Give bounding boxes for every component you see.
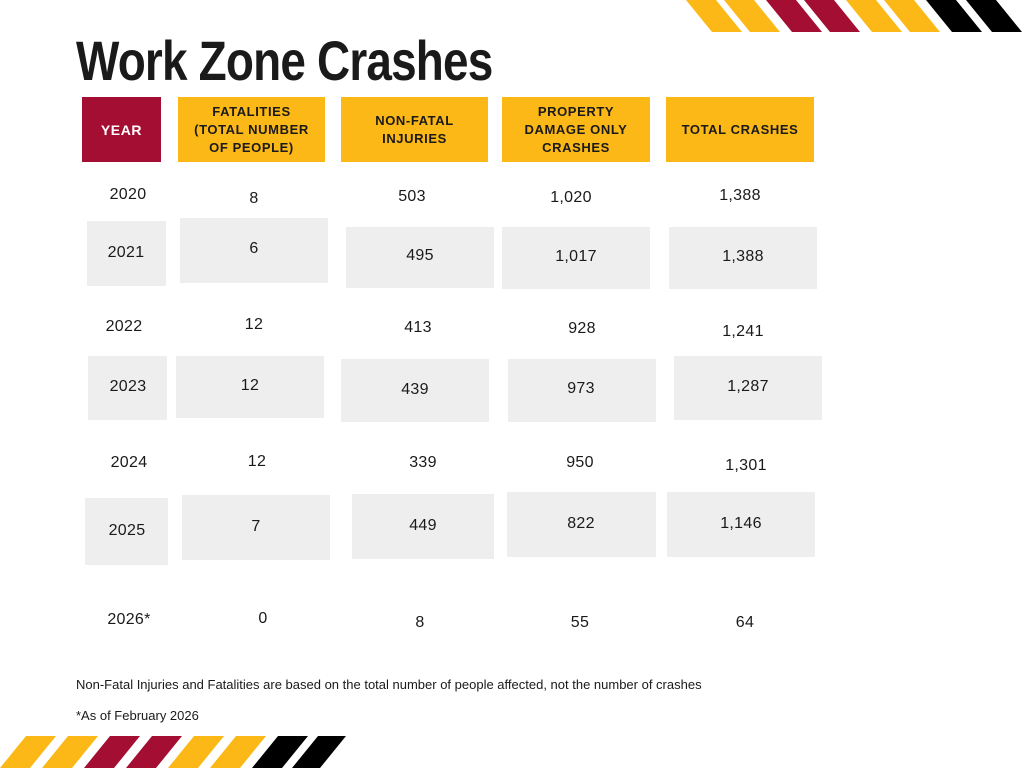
cell-bg	[507, 492, 656, 557]
cell-year: 2026*	[107, 611, 151, 628]
cell-bg	[346, 227, 494, 288]
cell-property: 55	[570, 614, 590, 631]
cell-bg	[85, 498, 168, 565]
cell-fatalities: 0	[258, 610, 268, 627]
cell-year: 2024	[110, 454, 148, 471]
cell-year: 2022	[105, 318, 143, 335]
cell-total: 1,241	[722, 323, 764, 340]
bottom-hazard-stripes	[0, 736, 360, 768]
cell-fatalities: 12	[244, 316, 264, 333]
cell-total: 1,146	[720, 515, 762, 532]
cell-year: 2020	[109, 186, 147, 203]
cell-year: 2023	[109, 378, 147, 395]
cell-property: 928	[568, 320, 596, 337]
header-fatalities-line: (TOTAL NUMBER	[194, 121, 309, 137]
header-year: YEAR	[82, 97, 161, 162]
footnote-as-of-date: *As of February 2026	[76, 708, 199, 723]
header-fatalities-line: FATALITIES	[212, 103, 291, 119]
cell-property: 1,017	[555, 248, 597, 265]
cell-bg	[341, 359, 489, 422]
cell-injuries: 495	[406, 247, 434, 264]
cell-fatalities: 6	[249, 240, 259, 257]
cell-bg	[508, 359, 656, 422]
cell-bg	[180, 218, 328, 283]
cell-total: 1,287	[727, 378, 769, 395]
header-injuries: NON-FATAL INJURIES	[341, 97, 488, 162]
cell-property: 973	[567, 380, 595, 397]
cell-total: 64	[735, 614, 755, 631]
cell-fatalities: 12	[240, 377, 260, 394]
cell-fatalities: 7	[251, 518, 261, 535]
header-year-label: YEAR	[100, 121, 143, 138]
cell-bg	[502, 227, 650, 289]
cell-injuries: 413	[404, 319, 432, 336]
cell-total: 1,301	[725, 457, 767, 474]
cell-injuries: 8	[415, 614, 425, 631]
header-property-damage: PROPERTY DAMAGE ONLY CRASHES	[502, 97, 650, 162]
page-title: Work Zone Crashes	[76, 29, 493, 92]
cell-bg	[352, 494, 494, 559]
cell-bg	[674, 356, 822, 420]
header-injuries-line: NON-FATAL	[375, 112, 454, 128]
cell-injuries: 503	[398, 188, 426, 205]
cell-fatalities: 8	[249, 190, 259, 207]
cell-injuries: 439	[401, 381, 429, 398]
cell-injuries: 449	[409, 517, 437, 534]
cell-injuries: 339	[409, 454, 437, 471]
header-property-line: PROPERTY	[537, 103, 615, 119]
cell-year: 2021	[107, 244, 145, 261]
top-hazard-stripes	[680, 0, 1024, 32]
header-fatalities: FATALITIES (TOTAL NUMBER OF PEOPLE)	[178, 97, 325, 162]
cell-bg	[176, 356, 324, 418]
cell-bg	[669, 227, 817, 289]
cell-property: 950	[566, 454, 594, 471]
cell-property: 1,020	[550, 189, 592, 206]
cell-fatalities: 12	[247, 453, 267, 470]
cell-bg	[667, 492, 815, 557]
cell-total: 1,388	[722, 248, 764, 265]
header-property-line: CRASHES	[542, 139, 610, 155]
cell-property: 822	[567, 515, 595, 532]
header-total-label: TOTAL CRASHES	[681, 121, 799, 137]
header-fatalities-line: OF PEOPLE)	[209, 139, 294, 155]
header-injuries-line: INJURIES	[382, 130, 447, 146]
cell-bg	[182, 495, 330, 560]
footnote-people-affected: Non-Fatal Injuries and Fatalities are ba…	[76, 677, 702, 692]
cell-bg	[87, 221, 166, 286]
header-property-line: DAMAGE ONLY	[524, 121, 628, 137]
cell-total: 1,388	[719, 187, 761, 204]
header-total-crashes: TOTAL CRASHES	[666, 97, 814, 162]
cell-bg	[88, 356, 167, 420]
cell-year: 2025	[108, 522, 146, 539]
